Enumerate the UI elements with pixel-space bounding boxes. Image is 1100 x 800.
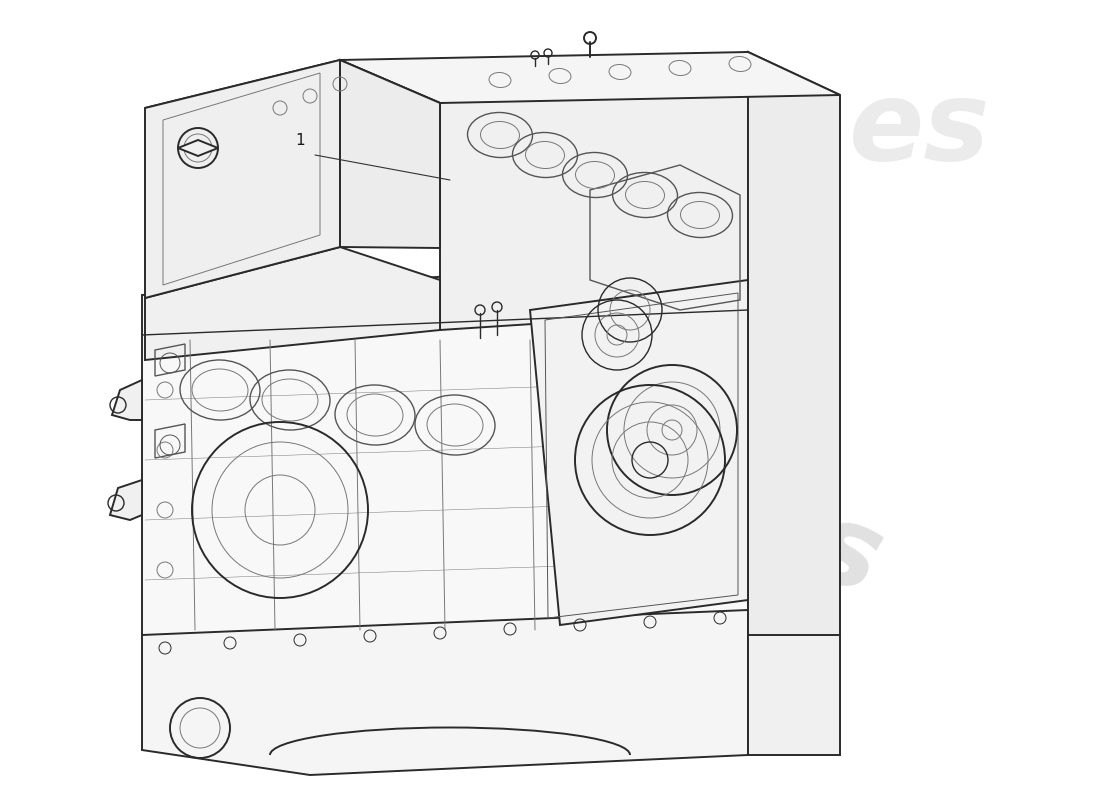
Text: europes: europes [384, 343, 896, 617]
Polygon shape [748, 52, 840, 635]
Polygon shape [440, 52, 748, 330]
Polygon shape [748, 610, 840, 755]
Text: a porsche specialist since 1985: a porsche specialist since 1985 [433, 505, 747, 635]
Polygon shape [340, 52, 840, 103]
Text: 1: 1 [295, 133, 305, 148]
Polygon shape [145, 60, 440, 155]
Polygon shape [178, 140, 218, 156]
Polygon shape [145, 247, 440, 360]
Polygon shape [142, 610, 748, 775]
Polygon shape [530, 280, 748, 625]
Polygon shape [110, 480, 142, 520]
Polygon shape [112, 380, 142, 420]
Text: es: es [849, 77, 991, 183]
Polygon shape [145, 60, 340, 298]
Polygon shape [340, 60, 440, 248]
Polygon shape [142, 258, 748, 635]
